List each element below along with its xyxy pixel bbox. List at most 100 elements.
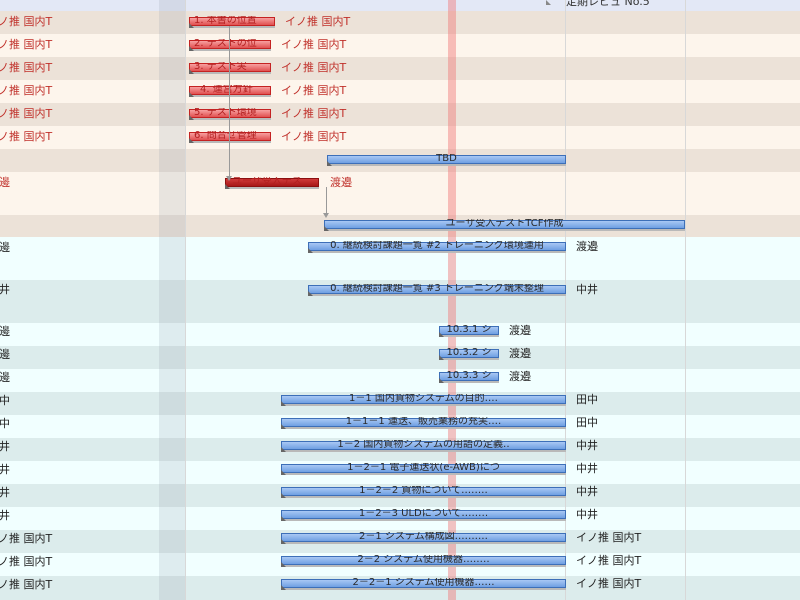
task-bar[interactable] — [189, 86, 271, 97]
task-bar[interactable] — [281, 395, 566, 406]
assignee-label: イノ推 国内T — [576, 554, 642, 567]
resize-handle-icon[interactable] — [281, 539, 286, 544]
task-bar[interactable] — [308, 242, 566, 253]
task-label: 10.3.2 シ — [446, 348, 492, 358]
gantt-row[interactable] — [0, 126, 800, 149]
task-label: 1－2－2 貨物について‥‥‥‥ — [359, 486, 488, 496]
task-bar[interactable] — [281, 533, 566, 544]
gantt-row[interactable] — [0, 195, 800, 215]
task-bar[interactable] — [189, 40, 271, 51]
resource-cell: 中井 — [0, 509, 10, 522]
assignee-label: 渡邉 — [509, 347, 531, 360]
task-bar[interactable] — [281, 510, 566, 521]
assignee-label: イノ推 国内T — [281, 130, 347, 143]
task-bar[interactable] — [327, 155, 566, 166]
resize-handle-icon[interactable] — [281, 516, 286, 521]
task-bar[interactable] — [281, 464, 566, 475]
task-bar[interactable] — [281, 579, 566, 590]
task-bar[interactable] — [189, 17, 275, 28]
task-bar[interactable] — [281, 487, 566, 498]
task-bar[interactable] — [189, 109, 271, 120]
resize-handle-icon[interactable] — [225, 184, 230, 189]
resource-cell: イノ推 国内T — [0, 532, 53, 545]
assignee-label: 中井 — [576, 462, 598, 475]
weekend-shade — [159, 0, 185, 600]
task-bar[interactable] — [439, 326, 499, 337]
resize-handle-icon[interactable] — [189, 69, 194, 74]
task-label: 1－2 国内貨物システムの用語の定義‥ — [337, 440, 510, 450]
assignee-label: イノ推 国内T — [281, 38, 347, 51]
resize-handle-icon[interactable] — [281, 424, 286, 429]
resize-handle-icon[interactable] — [308, 291, 313, 296]
gantt-row[interactable] — [0, 34, 800, 57]
task-label: 2－2 システム使用機器‥‥‥‥ — [357, 555, 490, 565]
gantt-row[interactable] — [0, 11, 800, 34]
gantt-row[interactable] — [0, 172, 800, 195]
task-label: 0. 継続検討課題一覧 #3 トレーニング端末整理 — [330, 284, 544, 294]
task-label: 5. テスト環境 — [194, 108, 257, 118]
assignee-label: イノ推 国内T — [281, 84, 347, 97]
task-bar[interactable] — [281, 418, 566, 429]
grid-line — [565, 0, 566, 600]
gantt-row[interactable] — [0, 323, 800, 346]
resize-handle-icon[interactable] — [324, 226, 329, 231]
assignee-label: イノ推 国内T — [576, 531, 642, 544]
assignee-label: イノ推 国内T — [281, 61, 347, 74]
resize-handle-icon[interactable] — [439, 355, 444, 360]
header-band — [0, 0, 800, 11]
resize-handle-icon[interactable] — [189, 92, 194, 97]
task-bar[interactable] — [189, 63, 271, 74]
resize-handle-icon[interactable] — [189, 23, 194, 28]
gantt-row[interactable] — [0, 346, 800, 369]
resize-handle-icon[interactable] — [281, 562, 286, 567]
resize-handle-icon[interactable] — [281, 585, 286, 590]
task-bar[interactable] — [439, 349, 499, 360]
today-line — [448, 0, 456, 600]
gantt-row[interactable] — [0, 103, 800, 126]
dependency-arrow-icon — [323, 213, 329, 218]
task-label: 3. テスト実 — [194, 62, 247, 72]
task-bar[interactable] — [281, 556, 566, 567]
resource-cell: イノ推 国内T — [0, 107, 53, 120]
assignee-label: イノ推 国内T — [285, 15, 351, 28]
resource-cell: 渡邊 — [0, 176, 10, 189]
assignee-label: 中井 — [576, 485, 598, 498]
resource-cell: イノ推 国内T — [0, 578, 53, 591]
dependency-arrow-icon — [226, 176, 232, 181]
gantt-row[interactable] — [0, 57, 800, 80]
assignee-label: 田中 — [576, 393, 598, 406]
task-bar[interactable] — [225, 178, 319, 189]
task-label: 2－2－1 システム使用機器‥‥‥ — [352, 578, 495, 588]
resource-cell: 田中 — [0, 417, 10, 430]
resize-handle-icon[interactable] — [189, 46, 194, 51]
gantt-row[interactable] — [0, 369, 800, 392]
task-bar[interactable] — [308, 285, 566, 296]
resize-handle-icon[interactable] — [308, 248, 313, 253]
milestone-marker-icon — [546, 0, 551, 5]
resize-handle-icon[interactable] — [189, 115, 194, 120]
resize-handle-icon[interactable] — [281, 470, 286, 475]
assignee-label: 中井 — [576, 283, 598, 296]
resize-handle-icon[interactable] — [439, 332, 444, 337]
task-label: TBD — [436, 154, 457, 164]
gantt-row[interactable] — [0, 80, 800, 103]
resize-handle-icon[interactable] — [281, 493, 286, 498]
task-bar[interactable] — [324, 220, 685, 231]
resize-handle-icon[interactable] — [281, 401, 286, 406]
task-bar[interactable] — [281, 441, 566, 452]
resize-handle-icon[interactable] — [281, 447, 286, 452]
resize-handle-icon[interactable] — [327, 161, 332, 166]
resource-cell: イノ推 国内T — [0, 84, 53, 97]
task-label: 1. 本書の位置 — [194, 16, 257, 26]
task-label: ユーザ受入テストTCF作成 — [445, 219, 564, 229]
resize-handle-icon[interactable] — [189, 138, 194, 143]
resize-handle-icon[interactable] — [439, 378, 444, 383]
task-label: 1－2－1 電子運送状(e-AWB)につ — [347, 463, 500, 473]
task-bar[interactable] — [189, 132, 271, 143]
task-label: 1－1 国内貨物システムの目的‥‥ — [349, 394, 498, 404]
task-label: ユーザ受入テス — [232, 177, 302, 187]
assignee-label: 田中 — [576, 416, 598, 429]
task-label: 4. 運営方針 — [200, 85, 253, 95]
task-bar[interactable] — [439, 372, 499, 383]
